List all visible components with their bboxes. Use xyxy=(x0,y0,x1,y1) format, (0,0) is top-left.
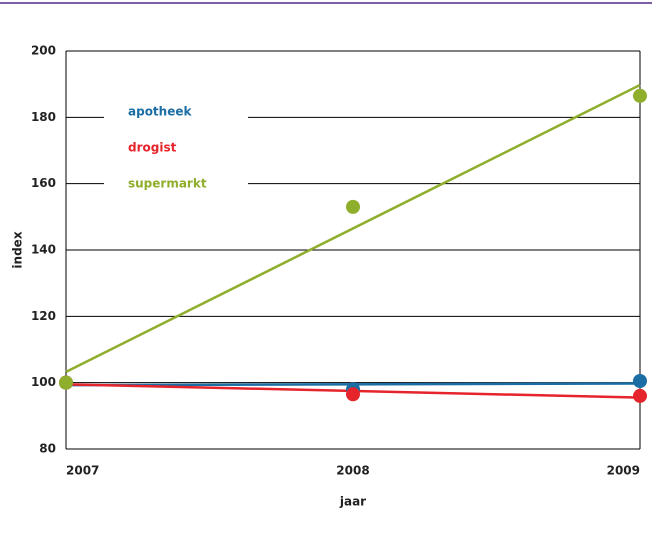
point xyxy=(633,88,647,103)
legend-label: supermarkt xyxy=(128,177,207,191)
y-tick-label: 100 xyxy=(31,375,56,389)
trend-line xyxy=(65,83,641,374)
point xyxy=(346,387,360,402)
legend-label: drogist xyxy=(128,141,177,155)
marks xyxy=(59,83,647,403)
y-tick-label: 180 xyxy=(31,110,56,124)
y-tick-label: 120 xyxy=(31,309,56,323)
x-tick-label: 2009 xyxy=(607,464,640,478)
point xyxy=(346,199,360,214)
point xyxy=(59,375,73,390)
x-tick-label: 2008 xyxy=(336,464,369,478)
point xyxy=(633,374,647,389)
y-tick-label: 80 xyxy=(39,442,56,456)
y-tick-label: 140 xyxy=(31,243,56,257)
y-tick-label: 200 xyxy=(31,44,56,58)
y-tick-label: 160 xyxy=(31,176,56,190)
y-axis-label: index xyxy=(11,231,25,268)
point xyxy=(633,388,647,403)
x-tick-label: 2007 xyxy=(66,464,99,478)
x-axis-label: jaar xyxy=(339,495,366,509)
legend-label: apotheek xyxy=(128,105,192,119)
legend-background xyxy=(104,94,248,200)
